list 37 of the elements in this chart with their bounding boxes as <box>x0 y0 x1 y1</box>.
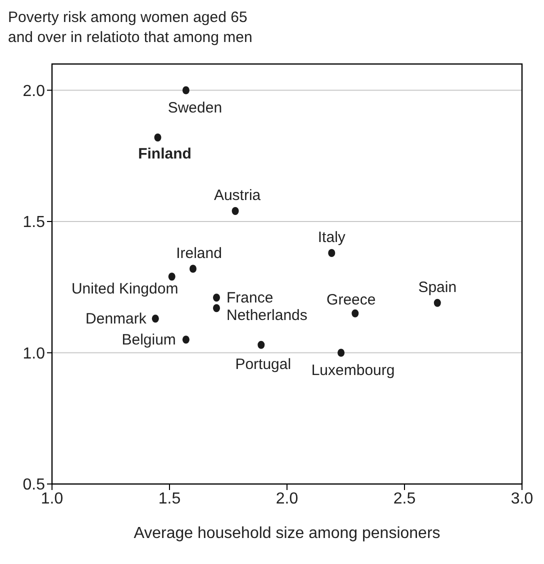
annotation: Italy <box>318 229 346 246</box>
point <box>213 304 220 312</box>
annotation: United Kingdom <box>71 280 178 298</box>
point <box>434 298 441 307</box>
point <box>338 348 345 357</box>
x-axis-title: Average household size among pensioners <box>134 525 440 542</box>
point <box>352 309 359 318</box>
x-tick-label: 2.5 <box>393 490 416 508</box>
x-tick-label: 3.0 <box>510 490 534 508</box>
y-tick-label: 1.0 <box>22 345 46 362</box>
y-tick-label: 2.0 <box>22 82 46 100</box>
annotation: Belgium <box>122 332 176 349</box>
point <box>213 294 220 302</box>
point <box>190 264 196 273</box>
point <box>182 336 190 344</box>
point <box>152 314 159 323</box>
x-tick-label: 1.5 <box>158 490 181 508</box>
annotation: Greece <box>326 291 376 308</box>
annotation: Sweden <box>168 99 222 116</box>
annotation: Finland <box>138 146 192 162</box>
x-tick-label: 2.0 <box>276 490 298 508</box>
annotation: Spain <box>418 278 457 296</box>
annotation: Denmark <box>86 310 147 328</box>
point <box>168 272 176 281</box>
chart-title: Poverty risk among women aged 65 and over in relatioto that among men <box>8 8 254 48</box>
annotation: Luxembourg <box>311 362 395 379</box>
point <box>182 86 190 94</box>
annotation: Netherlands <box>226 307 308 324</box>
point <box>154 134 162 142</box>
y-tick-label: 1.5 <box>22 214 46 232</box>
annotation: Ireland <box>176 244 222 262</box>
annotation: Austria <box>214 187 262 204</box>
annotation: France <box>226 290 274 307</box>
point <box>258 340 265 349</box>
annotation: Portugal <box>235 356 292 373</box>
point <box>232 207 239 215</box>
point <box>328 249 336 257</box>
